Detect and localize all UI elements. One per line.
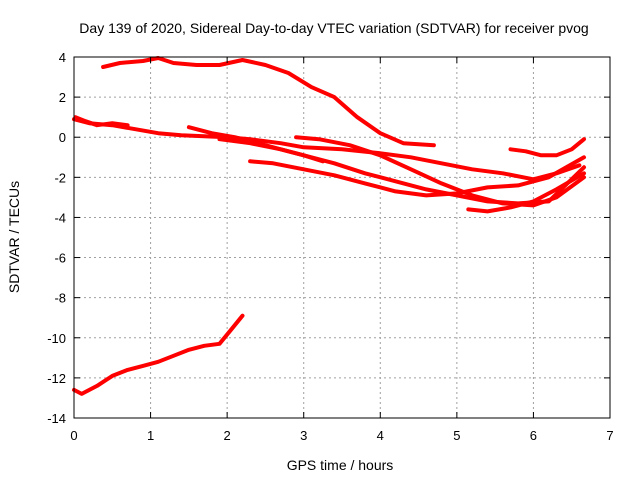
x-tick-label: 5 [453, 428, 460, 443]
series-arc-g [466, 171, 586, 214]
y-tick-label: -4 [54, 210, 66, 225]
x-axis-label: GPS time / hours [287, 457, 394, 473]
plot-frame [73, 56, 611, 419]
y-tick-label: 4 [59, 50, 66, 65]
y-tick-label: -2 [54, 170, 66, 185]
x-tick-label: 0 [70, 428, 77, 443]
y-axis-label: SDTVAR / TECUs [6, 181, 22, 293]
series-arc-h [508, 137, 586, 158]
x-tick-label: 2 [224, 428, 231, 443]
x-tick-label: 3 [300, 428, 307, 443]
series-arc-f [294, 135, 586, 208]
axis-ticks: 0 1 2 3 4 5 6 7 -14 -12 -10 -8 -6 -4 -2 0 2 4 [47, 50, 613, 443]
x-tick-label: 7 [606, 428, 613, 443]
series-arc-b [73, 115, 130, 128]
x-tick-label: 1 [147, 428, 154, 443]
chart-title: Day 139 of 2020, Sidereal Day-to-day VTE… [79, 20, 588, 36]
data-series [72, 56, 586, 396]
series-arc-a [72, 117, 582, 182]
y-tick-label: -14 [47, 411, 66, 426]
y-tick-label: 0 [59, 130, 66, 145]
y-tick-label: -8 [54, 291, 66, 306]
y-tick-label: -6 [54, 251, 66, 266]
x-tick-label: 4 [377, 428, 384, 443]
series-arc-low [72, 313, 245, 396]
series-arc-d [217, 137, 325, 164]
x-tick-label: 6 [530, 428, 537, 443]
y-tick-label: -12 [47, 371, 66, 386]
series-arc-e [248, 155, 586, 198]
y-tick-label: 2 [59, 90, 66, 105]
y-tick-label: -10 [47, 331, 66, 346]
series-arc-c [186, 125, 586, 206]
